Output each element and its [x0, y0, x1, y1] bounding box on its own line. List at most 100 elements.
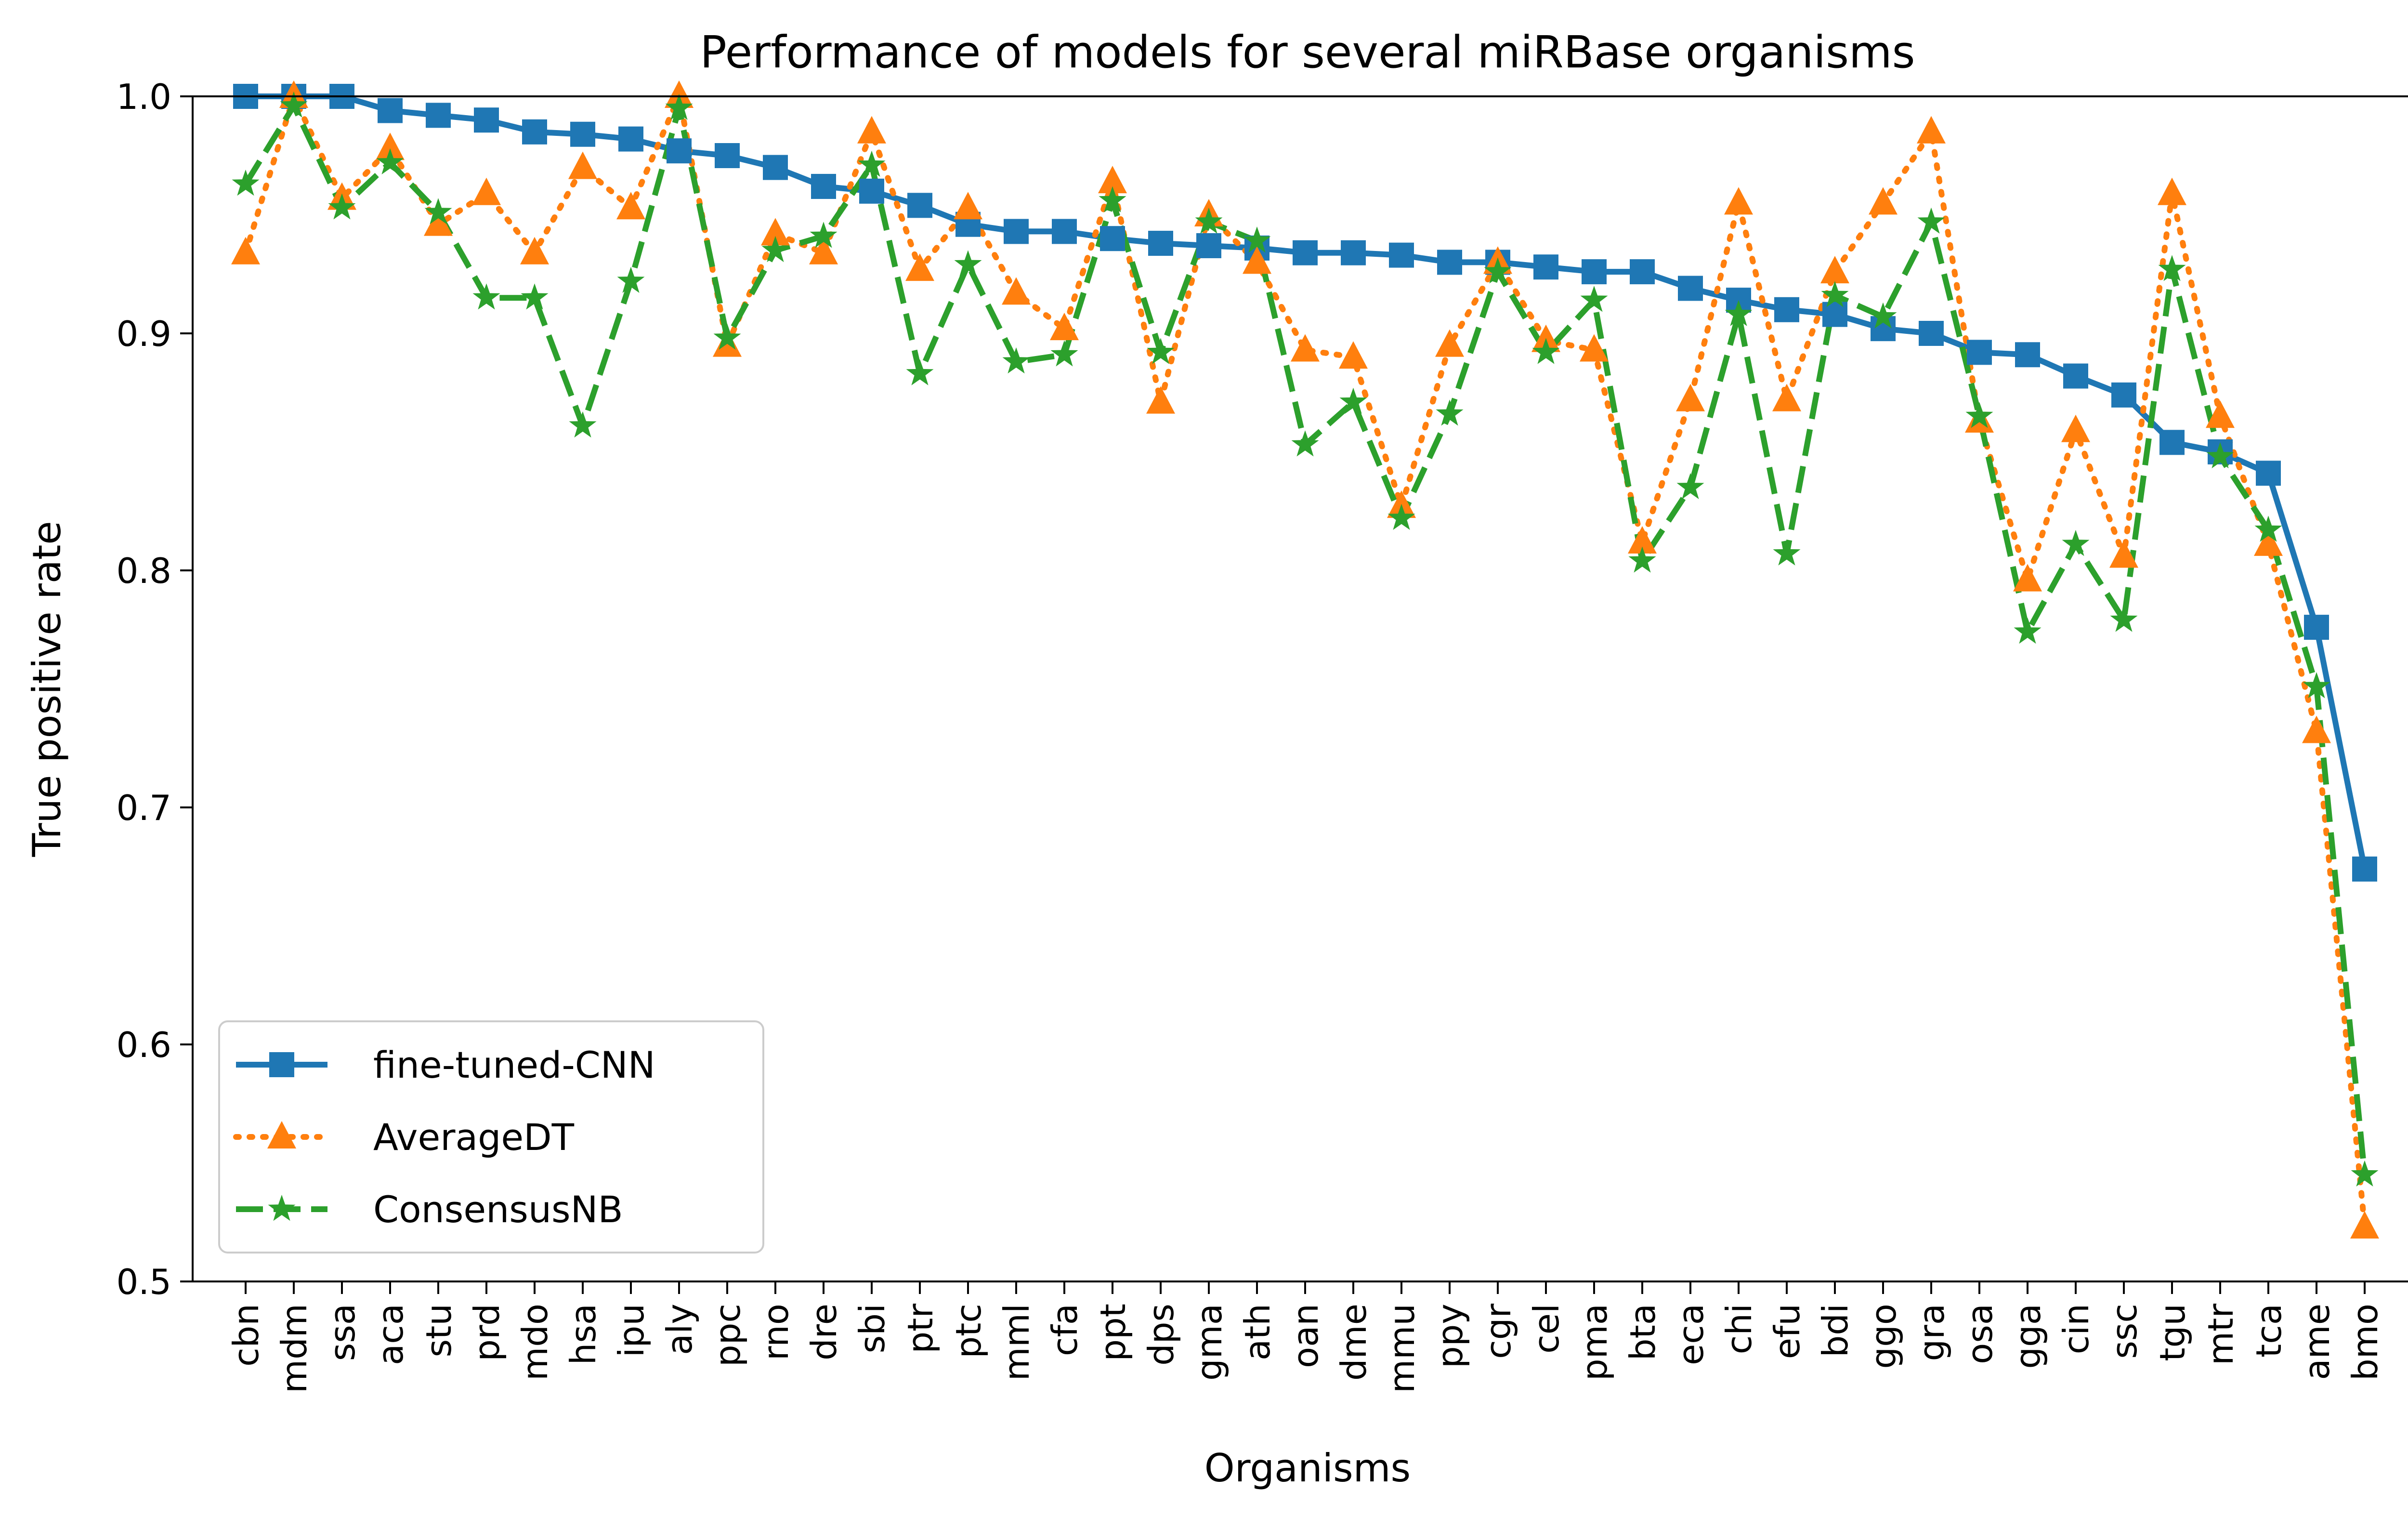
x-tick-label: sbi: [852, 1304, 892, 1353]
data-point-1-38: [2061, 414, 2090, 442]
data-point-0-7: [570, 121, 595, 147]
y-tick-label: 0.7: [116, 788, 171, 828]
data-point-2-36: [1965, 402, 1993, 428]
data-point-2-42: [2254, 515, 2282, 542]
data-point-1-13: [857, 116, 886, 144]
data-point-1-29: [1628, 526, 1657, 554]
data-point-1-3: [376, 132, 405, 160]
plot-markers: [231, 80, 2379, 1239]
legend-frame: [218, 1020, 764, 1254]
data-point-0-20: [1196, 233, 1221, 258]
data-point-1-42: [2254, 528, 2283, 556]
data-point-2-41: [2206, 442, 2234, 469]
data-point-1-25: [1435, 329, 1464, 357]
data-point-0-42: [2256, 461, 2281, 486]
data-point-1-22: [1291, 334, 1320, 362]
legend-label-1: AverageDT: [373, 1116, 575, 1159]
data-point-0-12: [811, 173, 836, 199]
y-tick-label: 0.5: [116, 1262, 171, 1302]
data-point-2-43: [2303, 672, 2330, 699]
data-point-0-44: [2352, 856, 2377, 882]
x-tick-label: ptc: [948, 1304, 989, 1359]
data-point-1-16: [1002, 277, 1031, 305]
data-point-2-6: [521, 283, 549, 310]
legend-marker-2: [268, 1195, 296, 1221]
data-point-2-30: [1676, 473, 1704, 500]
data-point-2-31: [1725, 300, 1753, 326]
data-point-1-19: [1146, 386, 1175, 414]
data-point-1-12: [809, 237, 838, 264]
data-point-2-37: [2014, 617, 2042, 644]
x-tick-label: ssa: [322, 1304, 363, 1361]
series-line-2: [243, 103, 2368, 1175]
x-tick-label: gma: [1189, 1304, 1230, 1381]
x-tick-label: ath: [1237, 1304, 1278, 1360]
x-tick-label: gra: [1911, 1304, 1952, 1361]
data-point-0-38: [2063, 363, 2088, 389]
data-point-0-19: [1148, 231, 1173, 256]
x-axis-label: Organisms: [1204, 1446, 1411, 1491]
x-tick-label: tca: [2249, 1304, 2289, 1358]
data-point-2-34: [1869, 302, 1897, 329]
data-point-1-43: [2302, 715, 2331, 743]
x-tick-label: dps: [1141, 1304, 1181, 1366]
x-tick-label: cfa: [1045, 1304, 1085, 1356]
x-tick-label: mmu: [1382, 1304, 1422, 1393]
data-point-0-5: [474, 107, 499, 133]
x-tick-label: eca: [1671, 1304, 1711, 1365]
data-point-2-1: [280, 91, 308, 118]
data-point-0-30: [1678, 276, 1703, 301]
x-tick-label: ggo: [1863, 1304, 1904, 1369]
data-point-0-35: [1919, 321, 1944, 346]
x-tick-label: osa: [1960, 1304, 2000, 1364]
data-point-0-28: [1582, 259, 1607, 285]
y-tick-label: 1.0: [116, 77, 171, 117]
data-point-0-43: [2304, 615, 2329, 640]
x-tick-label: efu: [1767, 1304, 1807, 1359]
data-point-1-18: [1098, 166, 1127, 194]
data-point-2-0: [232, 170, 260, 196]
data-point-2-18: [1099, 186, 1126, 212]
data-point-0-25: [1437, 250, 1462, 275]
x-tick-label: dme: [1334, 1304, 1374, 1381]
data-point-2-11: [761, 236, 789, 263]
x-tick-label: rno: [756, 1304, 796, 1360]
data-point-2-24: [1387, 503, 1415, 530]
x-tick-label: gga: [2008, 1304, 2048, 1369]
data-point-0-22: [1293, 240, 1318, 265]
data-point-1-8: [616, 192, 645, 220]
legend: fine-tuned-CNN AverageDT ConsensusNB: [218, 1020, 764, 1254]
data-point-0-40: [2159, 430, 2185, 455]
x-tick-label: tgu: [2152, 1304, 2193, 1361]
data-point-2-17: [1050, 340, 1078, 367]
data-point-2-10: [713, 323, 741, 350]
data-point-2-27: [1532, 338, 1560, 364]
data-point-2-21: [1243, 226, 1271, 253]
data-point-2-19: [1147, 338, 1175, 364]
data-point-0-8: [618, 126, 643, 152]
x-tick-label: cgr: [1478, 1304, 1518, 1359]
data-point-2-25: [1436, 399, 1464, 426]
x-tick-label: mdm: [274, 1304, 314, 1393]
y-tick-label: 0.9: [116, 314, 171, 354]
legend-label-2: ConsensusNB: [373, 1188, 623, 1231]
data-point-0-10: [715, 143, 740, 168]
data-point-1-4: [424, 208, 453, 236]
legend-entries: fine-tuned-CNN AverageDT ConsensusNB: [233, 1043, 655, 1231]
data-point-1-5: [472, 177, 501, 205]
data-point-1-17: [1050, 313, 1079, 341]
legend-label-0: fine-tuned-CNN: [373, 1043, 655, 1086]
x-tick-label: bdi: [1815, 1304, 1856, 1357]
data-point-1-34: [1869, 187, 1898, 215]
data-point-1-28: [1580, 334, 1609, 362]
data-point-0-36: [1967, 340, 1992, 365]
data-point-1-21: [1243, 246, 1271, 274]
data-point-2-4: [424, 198, 452, 224]
data-point-1-39: [2109, 540, 2138, 568]
data-point-2-8: [617, 266, 645, 293]
data-point-2-16: [1002, 347, 1030, 374]
data-point-0-13: [859, 178, 884, 204]
data-point-1-33: [1820, 256, 1849, 284]
series-line-1: [243, 93, 2368, 1230]
